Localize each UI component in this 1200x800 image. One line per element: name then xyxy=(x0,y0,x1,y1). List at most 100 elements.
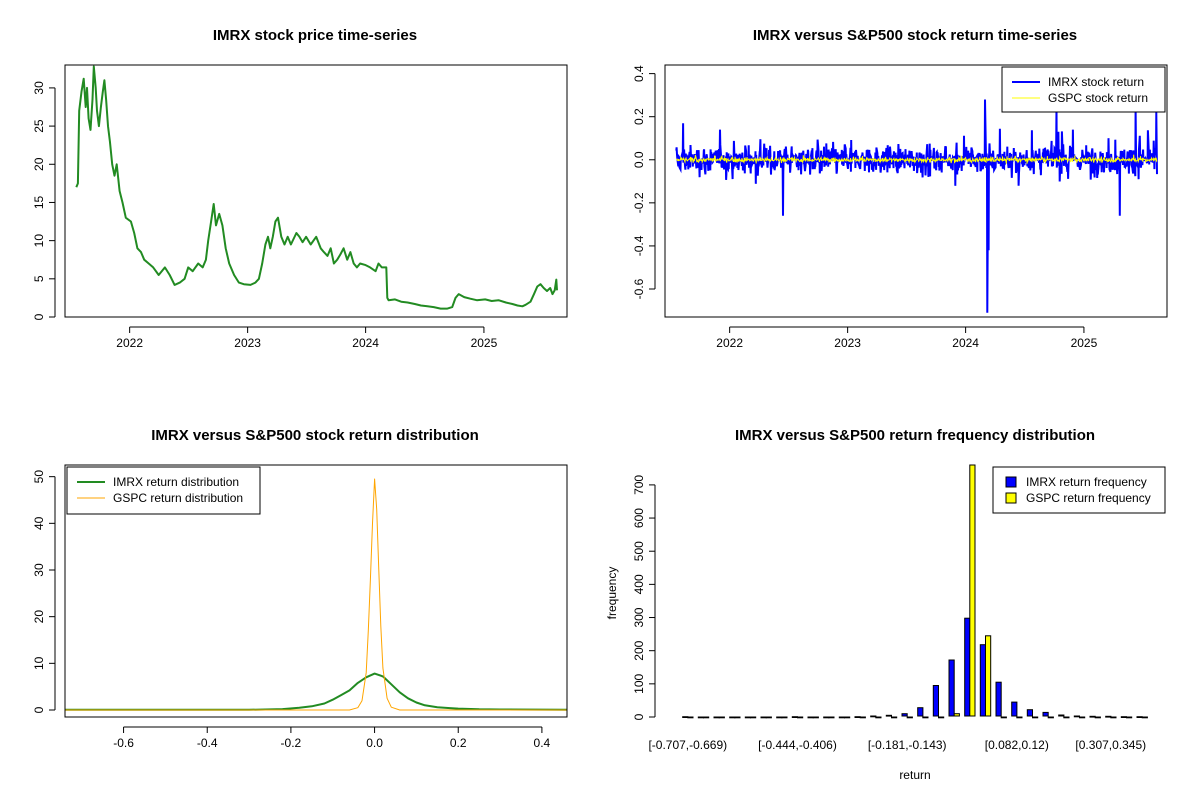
returns-timeseries-title: IMRX versus S&P500 stock return time-ser… xyxy=(753,27,1077,44)
histogram-bar-imrx xyxy=(1073,715,1081,718)
histogram-bar-gspc xyxy=(781,716,788,719)
histogram-bar-gspc xyxy=(1141,716,1148,719)
histogram-bar-gspc xyxy=(734,716,741,719)
density-y-tick-label: 50 xyxy=(32,470,46,484)
histogram-bar-imrx xyxy=(682,716,689,719)
return-frequency-legend: IMRX return frequency GSPC return freque… xyxy=(992,466,1166,514)
histogram-bar-gspc xyxy=(1047,716,1054,719)
returns-timeseries-marks: -0.6 -0.4 -0.2 0.0 0.2 0.4 2022 2023 2024 2025 xyxy=(632,65,1158,350)
histogram-bar-gspc xyxy=(969,464,976,717)
histogram-bar-imrx xyxy=(917,707,924,717)
histogram-bar-imrx xyxy=(838,716,845,719)
panel-return-distribution-chart: IMRX versus S&P500 stock return distribu… xyxy=(32,427,568,750)
return-frequency-legend-gspc-swatch xyxy=(1005,492,1017,504)
histogram-bar-imrx xyxy=(823,716,830,719)
histogram-bar-gspc xyxy=(687,716,694,719)
returns-y-tick-label: -0.2 xyxy=(632,192,646,213)
density-y-tick-label: 10 xyxy=(32,656,46,670)
histogram-bar-imrx xyxy=(1089,715,1096,718)
histogram-bar-gspc xyxy=(765,716,772,719)
returns-y-tick-label: -0.4 xyxy=(632,235,646,256)
histogram-y-tick-label: 200 xyxy=(632,640,646,660)
histogram-bar-imrx xyxy=(901,713,908,717)
histogram-bar-gspc xyxy=(1063,716,1070,719)
price-y-tick-label: 0 xyxy=(32,313,46,320)
density-y-tick-label: 0 xyxy=(32,706,46,713)
histogram-bar-gspc xyxy=(953,713,960,717)
histogram-y-tick-label: 300 xyxy=(632,607,646,627)
price-chart-plot-frame xyxy=(64,64,568,318)
return-frequency-legend-box xyxy=(992,466,1166,514)
density-x-tick-label: 0.4 xyxy=(534,736,551,750)
histogram-y-tick-label: 0 xyxy=(632,713,646,720)
returns-x-tick-label: 2022 xyxy=(716,336,743,350)
return-distribution-legend-imrx-label: IMRX return distribution xyxy=(113,475,239,489)
returns-y-tick-label: 0.2 xyxy=(632,108,646,125)
histogram-bar-gspc xyxy=(1000,716,1007,719)
density-x-tick-label: 0.2 xyxy=(450,736,467,750)
histogram-bar-imrx xyxy=(1011,701,1018,717)
histogram-bar-gspc xyxy=(1126,716,1133,719)
histogram-bar-imrx xyxy=(729,716,736,719)
panel-return-frequency-chart: IMRX versus S&P500 return frequency dist… xyxy=(605,427,1166,782)
histogram-bar-gspc xyxy=(718,716,725,719)
returns-x-tick-label: 2024 xyxy=(952,336,979,350)
returns-y-tick-label: 0.4 xyxy=(632,65,646,82)
histogram-bar-gspc xyxy=(1079,716,1086,719)
returns-timeseries-legend-gspc-label: GSPC stock return xyxy=(1048,91,1148,105)
price-x-tick-label: 2022 xyxy=(116,336,143,350)
histogram-bar-gspc xyxy=(922,716,929,719)
histogram-bar-imrx xyxy=(1042,711,1049,717)
histogram-bar-imrx xyxy=(791,716,798,719)
histogram-bar-gspc xyxy=(750,716,757,719)
histogram-bar-imrx xyxy=(885,714,892,717)
density-x-tick-label: 0.0 xyxy=(366,736,383,750)
price-y-tick-label: 5 xyxy=(32,275,46,282)
histogram-bar-imrx xyxy=(870,715,877,718)
histogram-y-tick-label: 500 xyxy=(632,541,646,561)
histogram-bar-gspc xyxy=(1016,716,1023,719)
density-x-tick-label: -0.2 xyxy=(281,736,302,750)
histogram-bar-gspc xyxy=(812,716,819,719)
histogram-bar-gspc xyxy=(859,716,866,719)
histogram-x-tick-label: [-0.444,-0.406) xyxy=(758,738,837,752)
returns-timeseries-plot-frame xyxy=(664,64,1168,318)
density-x-tick-label: -0.4 xyxy=(197,736,218,750)
panel-returns-timeseries-chart: IMRX versus S&P500 stock return time-ser… xyxy=(632,27,1168,350)
return-frequency-xlabel: return xyxy=(899,768,930,782)
histogram-x-tick-label: [-0.181,-0.143) xyxy=(868,738,947,752)
histogram-bar-gspc xyxy=(797,716,804,719)
returns-y-tick-label: -0.6 xyxy=(632,278,646,299)
price-y-tick-label: 30 xyxy=(32,81,46,95)
histogram-bar-imrx xyxy=(854,716,861,719)
return-distribution-plot-frame xyxy=(64,464,568,718)
histogram-x-tick-label: [0.307,0.345) xyxy=(1075,738,1146,752)
histogram-x-tick-label: [-0.707,-0.669) xyxy=(648,738,727,752)
price-chart-title: IMRX stock price time-series xyxy=(213,27,417,44)
density-x-tick-label: -0.6 xyxy=(113,736,134,750)
return-distribution-marks: 0 10 20 30 40 50 -0.6 -0.4 -0.2 0.0 0.2 0.4 xyxy=(32,470,568,750)
returns-x-tick-label: 2023 xyxy=(834,336,861,350)
returns-x-tick-label: 2025 xyxy=(1071,336,1098,350)
price-y-tick-label: 15 xyxy=(32,195,46,209)
histogram-bar-gspc xyxy=(1032,716,1039,719)
histogram-y-tick-label: 100 xyxy=(632,674,646,694)
histogram-bar-imrx xyxy=(807,716,814,719)
histogram-y-tick-label: 600 xyxy=(632,508,646,528)
return-frequency-marks: 0 100 200 300 400 500 600 700 [-0.707,-0.669) [-0… xyxy=(632,464,1148,752)
panel-price-chart: IMRX stock price time-series 05101520253… xyxy=(32,27,568,350)
return-distribution-legend: IMRX return distribution GSPC return dis… xyxy=(66,466,261,515)
price-y-tick-label: 25 xyxy=(32,119,46,133)
return-distribution-legend-box xyxy=(66,466,261,515)
histogram-bar-imrx xyxy=(760,716,767,719)
density-series-line-imrx xyxy=(65,672,568,711)
density-series-line-gspc xyxy=(65,478,567,711)
returns-timeseries-legend-box xyxy=(1001,66,1166,113)
histogram-bar-gspc xyxy=(891,716,898,719)
return-frequency-legend-imrx-swatch xyxy=(1005,476,1017,488)
histogram-bar-imrx xyxy=(744,716,751,719)
return-frequency-legend-imrx-label: IMRX return frequency xyxy=(1026,475,1147,489)
histogram-bar-gspc xyxy=(1094,716,1101,719)
